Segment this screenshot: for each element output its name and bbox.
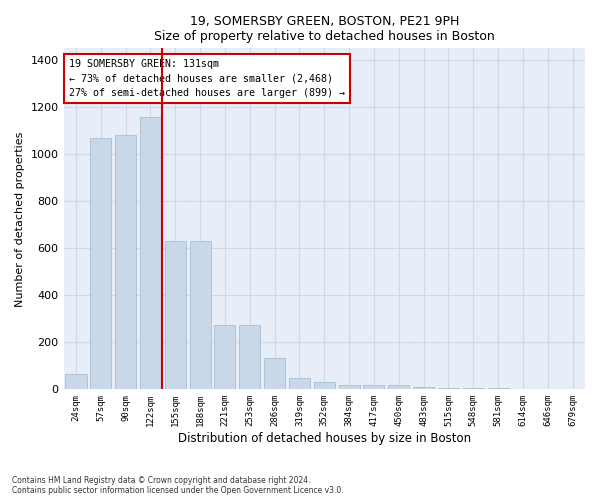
Bar xyxy=(438,388,459,390)
X-axis label: Distribution of detached houses by size in Boston: Distribution of detached houses by size … xyxy=(178,432,471,445)
Bar xyxy=(413,387,434,390)
Bar xyxy=(239,324,260,390)
Bar xyxy=(289,378,310,390)
Bar xyxy=(90,138,112,390)
Bar xyxy=(463,388,484,390)
Bar xyxy=(264,358,285,390)
Bar xyxy=(214,324,235,390)
Bar xyxy=(364,384,385,390)
Text: 19 SOMERSBY GREEN: 131sqm
← 73% of detached houses are smaller (2,468)
27% of se: 19 SOMERSBY GREEN: 131sqm ← 73% of detac… xyxy=(69,58,345,98)
Bar xyxy=(388,384,409,390)
Bar xyxy=(115,136,136,390)
Bar xyxy=(140,116,161,390)
Bar xyxy=(338,384,359,390)
Bar xyxy=(165,241,186,390)
Bar xyxy=(314,382,335,390)
Bar xyxy=(65,374,86,390)
Title: 19, SOMERSBY GREEN, BOSTON, PE21 9PH
Size of property relative to detached house: 19, SOMERSBY GREEN, BOSTON, PE21 9PH Siz… xyxy=(154,15,494,43)
Bar xyxy=(190,241,211,390)
Y-axis label: Number of detached properties: Number of detached properties xyxy=(15,131,25,306)
Bar xyxy=(488,388,509,390)
Text: Contains HM Land Registry data © Crown copyright and database right 2024.
Contai: Contains HM Land Registry data © Crown c… xyxy=(12,476,344,495)
